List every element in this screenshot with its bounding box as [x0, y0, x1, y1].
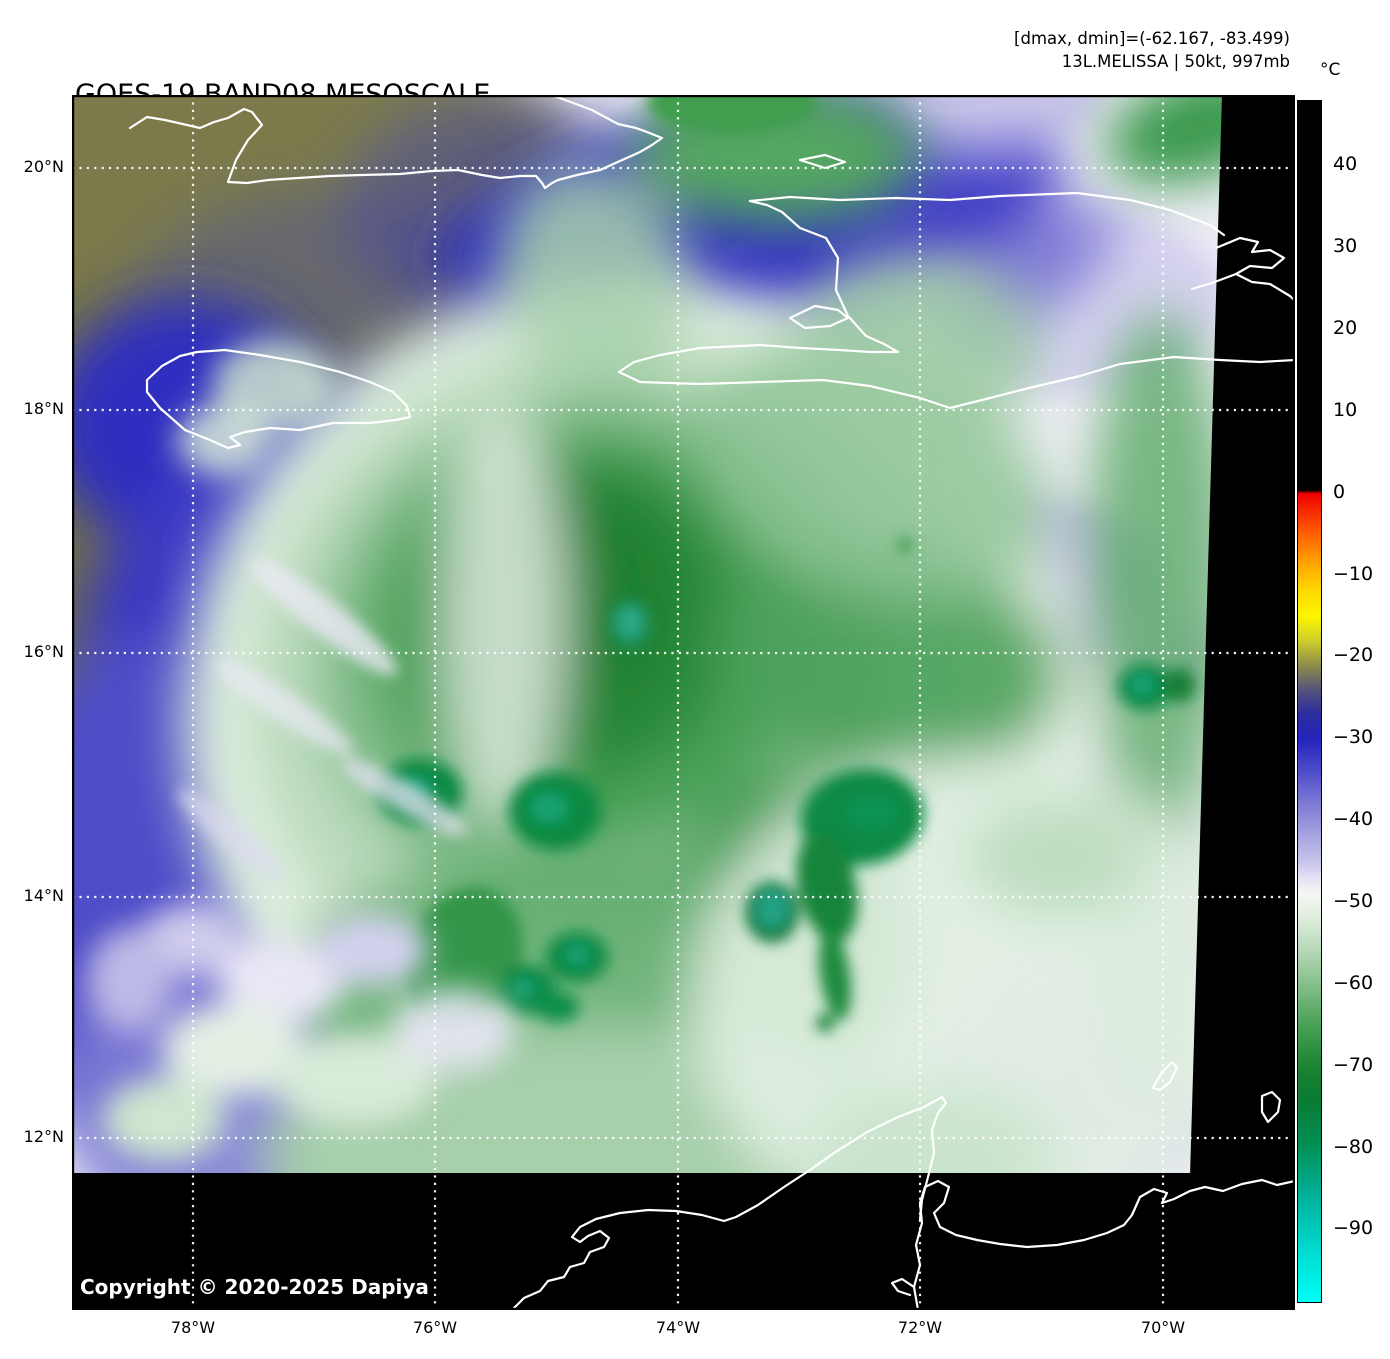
coastline-maracaibo-inlet	[890, 1277, 916, 1297]
colorbar-tick--20: −20	[1333, 644, 1374, 667]
colorbar-tick--40: −40	[1333, 808, 1374, 831]
colorbar-tick--90: −90	[1333, 1217, 1374, 1240]
coastline-venezuela	[912, 1178, 1295, 1310]
colorbar-tick--10: −10	[1333, 562, 1374, 585]
lon-tick-label-78°W: 78°W	[170, 1318, 216, 1337]
lat-tick-label-14°N: 14°N	[23, 886, 64, 905]
colorbar-tick-40: 40	[1333, 153, 1358, 176]
coastline-gonave-island	[788, 304, 850, 330]
lat-tick-label-20°N: 20°N	[23, 157, 64, 176]
coastline-cuba	[128, 95, 664, 190]
satellite-map: Copyright © 2020-2025 Dapiya	[72, 95, 1295, 1310]
colorbar-tick--30: −30	[1333, 726, 1374, 749]
white-cloud-streaks	[177, 558, 467, 882]
lat-tick-label-12°N: 12°N	[23, 1127, 64, 1146]
coastline-tortuga-island	[798, 153, 847, 170]
lon-tick-label-76°W: 76°W	[412, 1318, 458, 1337]
colorbar-tick--60: −60	[1333, 971, 1374, 994]
colorbar-tick-30: 30	[1333, 235, 1358, 258]
lat-tick-label-18°N: 18°N	[23, 399, 64, 418]
copyright-watermark: Copyright © 2020-2025 Dapiya	[80, 1275, 429, 1299]
coastlines	[128, 95, 1295, 1310]
no-data-right-band	[1186, 95, 1295, 1310]
coastline-bonaire	[1260, 1090, 1282, 1124]
lon-tick-label-72°W: 72°W	[897, 1318, 943, 1337]
satellite-imagery	[72, 95, 1295, 1310]
lon-tick-label-70°W: 70°W	[1140, 1318, 1186, 1337]
no-data-bottom-band	[72, 1173, 1295, 1310]
graticule-gridlines	[72, 95, 1295, 1310]
coastline-hispaniola-west	[617, 199, 1295, 410]
colorbar-tick--50: −50	[1333, 890, 1374, 912]
header-annotations: [dmax, dmin]=(-62.167, -83.499) 13L.MELI…	[1014, 28, 1290, 73]
lon-tick-label-74°W: 74°W	[655, 1318, 701, 1337]
map-border	[72, 95, 1295, 1310]
colorbar-tick-20: 20	[1333, 317, 1358, 340]
cold-cloud-cores	[378, 95, 1195, 1032]
colorbar-tick--80: −80	[1333, 1135, 1374, 1158]
lat-tick-label-16°N: 16°N	[23, 642, 64, 661]
colorbar	[1297, 100, 1322, 1303]
coastline-jamaica	[145, 348, 412, 450]
coastline-samana-peninsula	[1214, 236, 1295, 303]
colorbar-unit-label: °C	[1320, 60, 1341, 80]
dmax-dmin-readout: [dmax, dmin]=(-62.167, -83.499)	[1014, 29, 1290, 48]
storm-info: 13L.MELISSA | 50kt, 997mb	[1061, 51, 1290, 71]
coastline-colombia-guajira	[510, 1095, 948, 1310]
colorbar-tick-10: 10	[1333, 398, 1358, 421]
colorbar-tick--70: −70	[1333, 1053, 1374, 1076]
colorbar-tick-0: 0	[1333, 480, 1346, 503]
coastline-hispaniola-north	[748, 191, 1226, 237]
coastline-samana-bay	[1190, 272, 1238, 291]
